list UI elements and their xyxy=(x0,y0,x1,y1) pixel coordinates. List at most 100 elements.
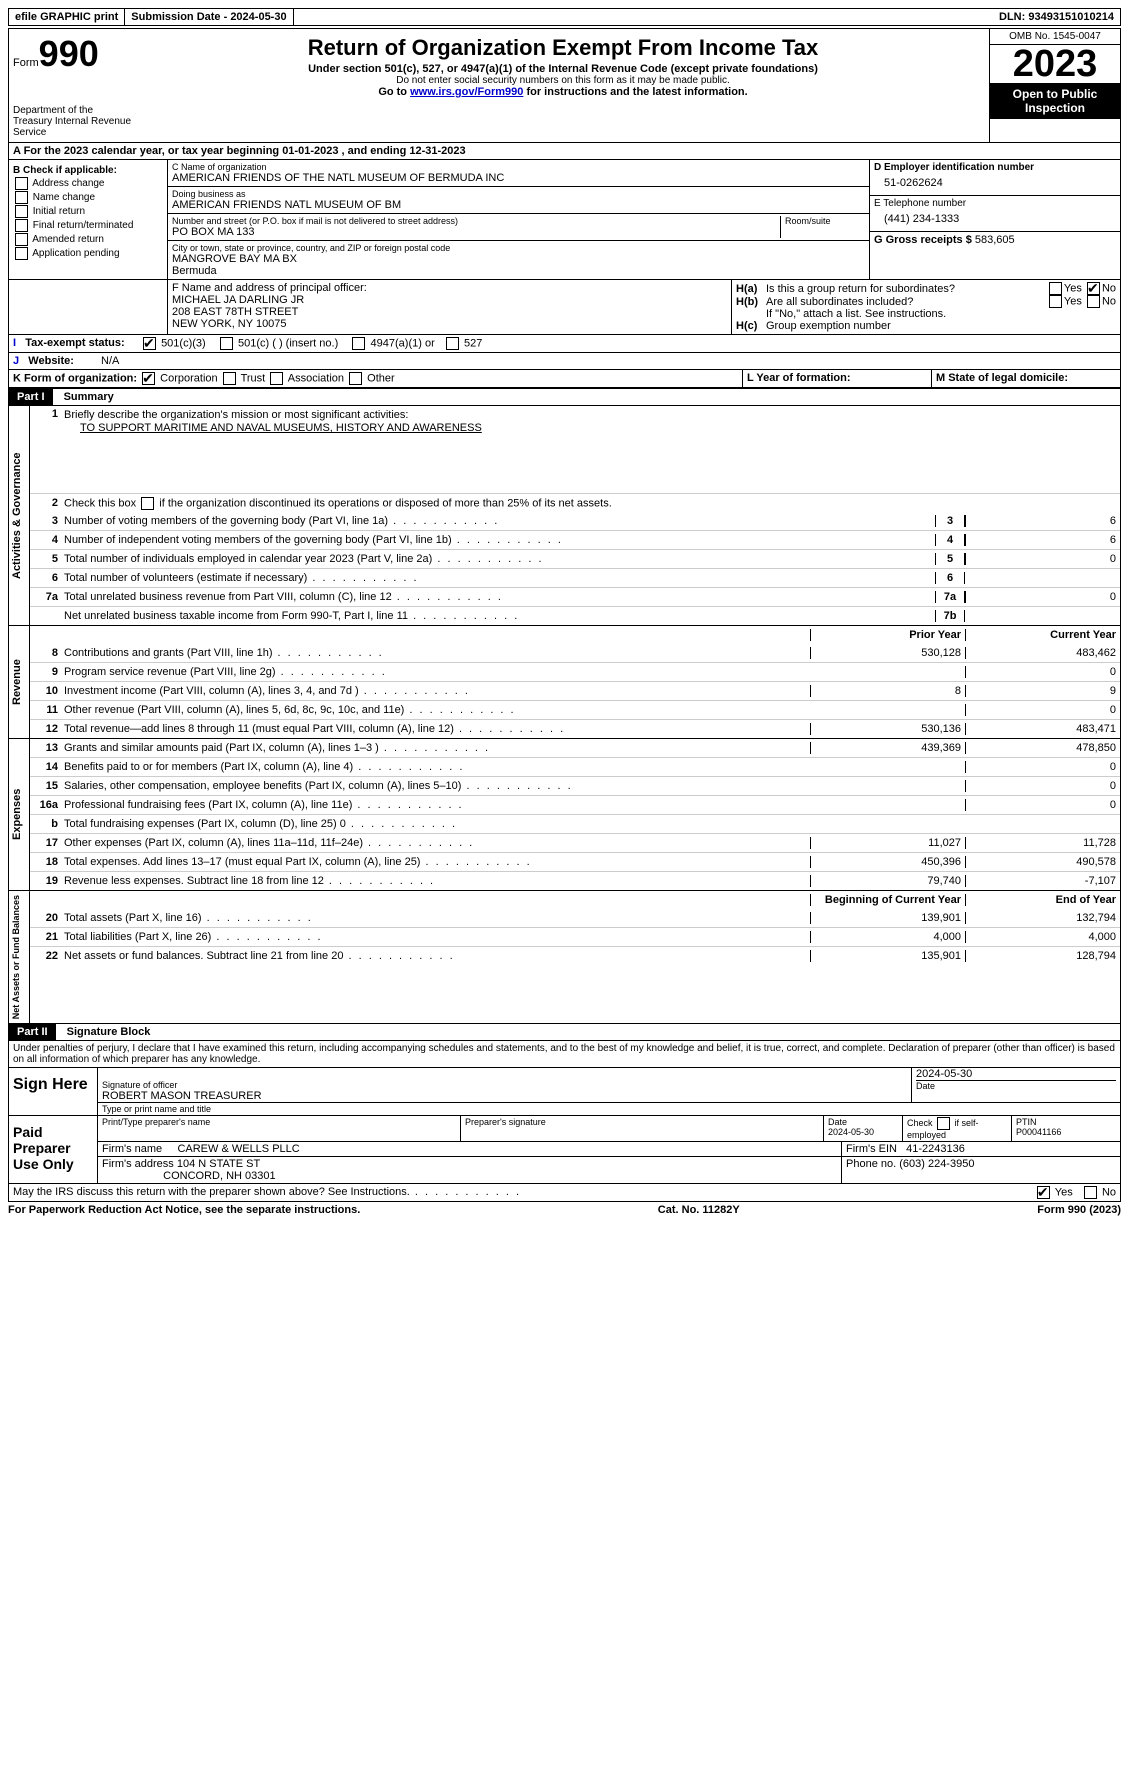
vert-netassets: Net Assets or Fund Balances xyxy=(9,891,30,1023)
form-org-row: K Form of organization: Corporation Trus… xyxy=(8,370,1121,388)
501c3-checkbox[interactable] xyxy=(143,337,156,350)
expenses-section: Expenses 13Grants and similar amounts pa… xyxy=(8,739,1121,891)
tax-year: 2023 xyxy=(990,45,1120,83)
form-number: 990 xyxy=(39,33,99,74)
form-title: Return of Organization Exempt From Incom… xyxy=(141,35,985,61)
city: MANGROVE BAY MA BX xyxy=(172,253,865,265)
self-employed-checkbox[interactable] xyxy=(937,1117,950,1130)
paid-preparer-block: Paid Preparer Use Only Print/Type prepar… xyxy=(8,1116,1121,1184)
footer-right: Form 990 (2023) xyxy=(1037,1204,1121,1216)
ein-label: D Employer identification number xyxy=(874,162,1116,173)
colb-checkbox[interactable] xyxy=(15,219,28,232)
dba-label: Doing business as xyxy=(172,189,865,199)
section-a: A For the 2023 calendar year, or tax yea… xyxy=(8,143,1121,160)
vert-revenue: Revenue xyxy=(9,626,30,738)
room-suite-label: Room/suite xyxy=(780,216,865,238)
perjury-declaration: Under penalties of perjury, I declare th… xyxy=(8,1041,1121,1068)
501c-checkbox[interactable] xyxy=(220,337,233,350)
part2-title: Signature Block xyxy=(59,1024,159,1040)
vert-expenses: Expenses xyxy=(9,739,30,890)
phone-label: E Telephone number xyxy=(874,198,1116,209)
hb-note: If "No," attach a list. See instructions… xyxy=(736,308,1116,320)
discuss-no-checkbox[interactable] xyxy=(1084,1186,1097,1199)
discuss-yes-checkbox[interactable] xyxy=(1037,1186,1050,1199)
officer-signature: ROBERT MASON TREASURER xyxy=(102,1090,907,1102)
city-label: City or town, state or province, country… xyxy=(172,243,865,253)
dept-treasury: Department of the Treasury Internal Reve… xyxy=(13,105,133,138)
revenue-section: Revenue Prior YearCurrent Year 8Contribu… xyxy=(8,626,1121,739)
dba: AMERICAN FRIENDS NATL MUSEUM OF BM xyxy=(172,199,865,211)
trust-checkbox[interactable] xyxy=(223,372,236,385)
sign-here-label: Sign Here xyxy=(9,1068,98,1115)
sign-date: 2024-05-30 xyxy=(916,1068,1116,1080)
4947-checkbox[interactable] xyxy=(352,337,365,350)
top-bar: efile GRAPHIC print Submission Date - 20… xyxy=(8,8,1121,26)
form-subtitle: Under section 501(c), 527, or 4947(a)(1)… xyxy=(141,63,985,75)
year-formation: L Year of formation: xyxy=(742,370,931,387)
part1-header: Part I xyxy=(9,389,53,405)
ha-text: Is this a group return for subordinates? xyxy=(766,283,1006,295)
firm-addr2: CONCORD, NH 03301 xyxy=(163,1170,275,1182)
netassets-section: Net Assets or Fund Balances Beginning of… xyxy=(8,891,1121,1024)
mission-text: TO SUPPORT MARITIME AND NAVAL MUSEUMS, H… xyxy=(30,422,482,434)
website-value: N/A xyxy=(97,353,123,369)
officer-name: MICHAEL JA DARLING JR xyxy=(172,294,727,306)
footer-mid: Cat. No. 11282Y xyxy=(658,1204,740,1216)
ssn-warning: Do not enter social security numbers on … xyxy=(141,75,985,86)
paid-preparer-label: Paid Preparer Use Only xyxy=(9,1116,98,1183)
col-b-title: B Check if applicable: xyxy=(13,165,163,176)
website-row: J Website: N/A xyxy=(8,353,1121,370)
firm-phone: (603) 224-3950 xyxy=(899,1158,974,1170)
colb-checkbox[interactable] xyxy=(15,177,28,190)
firm-addr1: 104 N STATE ST xyxy=(177,1158,260,1170)
footer-left: For Paperwork Reduction Act Notice, see … xyxy=(8,1204,360,1216)
form-header: Form990 Department of the Treasury Inter… xyxy=(8,28,1121,143)
phone: (441) 234-1333 xyxy=(874,209,1116,229)
officer-addr2: NEW YORK, NY 10075 xyxy=(172,318,727,330)
firm-ein: 41-2243136 xyxy=(906,1143,965,1155)
corp-checkbox[interactable] xyxy=(142,372,155,385)
gross-receipts: 583,605 xyxy=(975,234,1015,246)
527-checkbox[interactable] xyxy=(446,337,459,350)
ptin: P00041166 xyxy=(1016,1127,1061,1137)
colb-checkbox[interactable] xyxy=(15,233,28,246)
irs-link[interactable]: www.irs.gov/Form990 xyxy=(410,86,523,98)
part1-title: Summary xyxy=(56,389,122,405)
efile-label: efile GRAPHIC print xyxy=(9,9,125,25)
discuss-row: May the IRS discuss this return with the… xyxy=(8,1184,1121,1202)
ha-yes-checkbox[interactable] xyxy=(1049,282,1062,295)
officer-label: F Name and address of principal officer: xyxy=(172,282,727,294)
sign-here-block: Sign Here Signature of officer ROBERT MA… xyxy=(8,1068,1121,1116)
info-grid: B Check if applicable: Address change Na… xyxy=(8,160,1121,280)
org-name-label: C Name of organization xyxy=(172,162,865,172)
open-inspection: Open to Public Inspection xyxy=(990,83,1120,119)
org-name: AMERICAN FRIENDS OF THE NATL MUSEUM OF B… xyxy=(172,172,865,184)
hc-text: Group exemption number xyxy=(766,320,1116,332)
street-address: PO BOX MA 133 xyxy=(172,226,780,238)
colb-checkbox[interactable] xyxy=(15,205,28,218)
vert-governance: Activities & Governance xyxy=(9,406,30,625)
hb-yes-checkbox[interactable] xyxy=(1049,295,1062,308)
assoc-checkbox[interactable] xyxy=(270,372,283,385)
page-footer: For Paperwork Reduction Act Notice, see … xyxy=(8,1202,1121,1216)
dln: DLN: 93493151010214 xyxy=(993,9,1120,25)
form-word: Form xyxy=(13,57,39,69)
tax-status-row: I Tax-exempt status: 501(c)(3) 501(c) ( … xyxy=(8,335,1121,353)
submission-date: Submission Date - 2024-05-30 xyxy=(125,9,293,25)
colb-checkbox[interactable] xyxy=(15,191,28,204)
hb-no-checkbox[interactable] xyxy=(1087,295,1100,308)
officer-h-row: F Name and address of principal officer:… xyxy=(8,280,1121,335)
ein: 51-0262624 xyxy=(874,173,1116,193)
colb-checkbox[interactable] xyxy=(15,247,28,260)
addr-label: Number and street (or P.O. box if mail i… xyxy=(172,216,780,226)
governance-section: Activities & Governance 1Briefly describ… xyxy=(8,406,1121,626)
part2-header: Part II xyxy=(9,1024,56,1040)
other-checkbox[interactable] xyxy=(349,372,362,385)
hb-text: Are all subordinates included? xyxy=(766,296,1006,308)
country: Bermuda xyxy=(172,265,865,277)
officer-addr1: 208 EAST 78TH STREET xyxy=(172,306,727,318)
ha-no-checkbox[interactable] xyxy=(1087,282,1100,295)
state-domicile: M State of legal domicile: xyxy=(931,370,1120,387)
firm-name: CAREW & WELLS PLLC xyxy=(177,1143,299,1155)
line2-checkbox[interactable] xyxy=(141,497,154,510)
